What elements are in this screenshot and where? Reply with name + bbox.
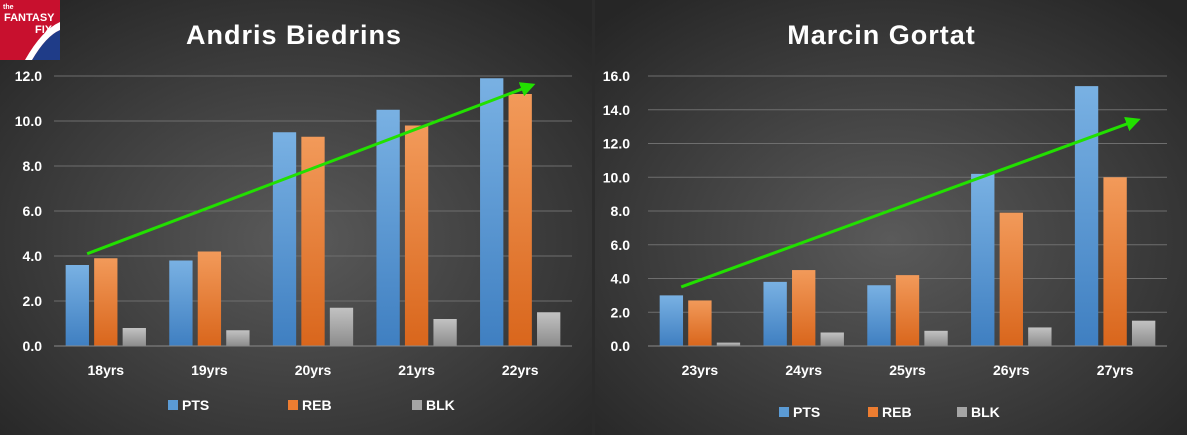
trend-arrow <box>86 82 536 256</box>
y-tick-label: 6.0 <box>611 237 631 253</box>
legend-label-blk: BLK <box>426 397 455 413</box>
bar-pts-21yrs <box>376 109 400 346</box>
y-tick-label: 0.0 <box>23 338 43 354</box>
y-tick-label: 2.0 <box>23 293 43 309</box>
legend-label-pts: PTS <box>793 404 820 420</box>
bar-reb-24yrs <box>792 270 816 346</box>
bar-pts-26yrs <box>971 173 995 346</box>
x-category-label: 23yrs <box>682 362 719 378</box>
trend-arrow <box>680 116 1141 289</box>
y-tick-label: 12.0 <box>603 136 630 152</box>
bar-reb-27yrs <box>1103 177 1127 346</box>
y-tick-label: 8.0 <box>611 203 631 219</box>
fantasy-fix-logo: the FANTASY FIX <box>0 0 60 60</box>
bar-pts-23yrs <box>659 295 684 346</box>
legend-swatch-reb <box>288 400 298 410</box>
y-tick-label: 8.0 <box>23 158 43 174</box>
chart-andris-biedrins: Andris Biedrins 0.0 2.0 4.0 6.0 8.0 10.0 12.0 18… <box>15 20 572 413</box>
chart-title: Andris Biedrins <box>186 20 402 50</box>
bar-pts-25yrs <box>867 285 891 346</box>
y-tick-label: 4.0 <box>23 248 43 264</box>
y-tick-label: 6.0 <box>23 203 43 219</box>
legend-swatch-pts <box>168 400 178 410</box>
y-tick-label: 0.0 <box>611 338 631 354</box>
logo-text-line2: FIX <box>35 24 53 36</box>
x-category-label: 27yrs <box>1097 362 1134 378</box>
legend-label-blk: BLK <box>971 404 1000 420</box>
legend-label-pts: PTS <box>182 397 209 413</box>
bar-blk-27yrs <box>1131 320 1156 346</box>
y-tick-label: 12.0 <box>15 68 42 84</box>
legend-swatch-blk <box>412 400 422 410</box>
logo-text-small: the <box>3 4 14 11</box>
y-tick-label: 4.0 <box>611 271 631 287</box>
logo-text-line1: FANTASY <box>4 12 55 24</box>
x-category-label: 19yrs <box>191 362 228 378</box>
bar-reb-26yrs <box>999 212 1023 346</box>
bar-blk-20yrs <box>329 307 354 346</box>
legend-label-reb: REB <box>882 404 912 420</box>
bar-pts-22yrs <box>480 78 504 346</box>
x-category-label: 24yrs <box>785 362 822 378</box>
bar-reb-19yrs <box>197 251 222 346</box>
bar-reb-25yrs <box>895 275 920 346</box>
x-category-label: 21yrs <box>398 362 435 378</box>
bar-reb-22yrs <box>508 94 532 346</box>
bar-blk-25yrs <box>924 330 948 346</box>
y-tick-label: 16.0 <box>603 68 630 84</box>
x-category-label: 26yrs <box>993 362 1030 378</box>
bar-reb-21yrs <box>404 125 429 346</box>
y-tick-label: 10.0 <box>15 113 42 129</box>
bar-blk-23yrs <box>716 342 741 346</box>
bar-reb-18yrs <box>94 258 118 346</box>
x-category-label: 18yrs <box>88 362 125 378</box>
chart-marcin-gortat: Marcin Gortat 0.0 2.0 4.0 6.0 8.0 10.0 12.0 14.0… <box>603 20 1167 420</box>
bar-blk-24yrs <box>820 332 844 346</box>
x-category-label: 22yrs <box>502 362 539 378</box>
legend-label-reb: REB <box>302 397 332 413</box>
bar-pts-18yrs <box>65 265 89 346</box>
bar-reb-23yrs <box>688 300 712 346</box>
bar-blk-21yrs <box>433 319 457 346</box>
legend-swatch-pts <box>779 407 789 417</box>
legend-swatch-reb <box>868 407 878 417</box>
bar-blk-26yrs <box>1028 327 1052 346</box>
x-category-label: 20yrs <box>295 362 332 378</box>
y-tick-label: 10.0 <box>603 169 630 185</box>
bar-blk-22yrs <box>537 312 561 346</box>
bar-blk-19yrs <box>226 330 250 346</box>
bar-pts-19yrs <box>169 260 193 346</box>
bar-pts-27yrs <box>1074 86 1099 346</box>
x-category-label: 25yrs <box>889 362 926 378</box>
bar-reb-20yrs <box>301 136 325 346</box>
bar-pts-20yrs <box>272 132 297 346</box>
y-tick-label: 14.0 <box>603 102 630 118</box>
chart-title: Marcin Gortat <box>787 20 976 50</box>
bar-blk-18yrs <box>122 328 146 346</box>
legend-swatch-blk <box>957 407 967 417</box>
y-tick-label: 2.0 <box>611 304 631 320</box>
bar-pts-24yrs <box>763 281 787 346</box>
